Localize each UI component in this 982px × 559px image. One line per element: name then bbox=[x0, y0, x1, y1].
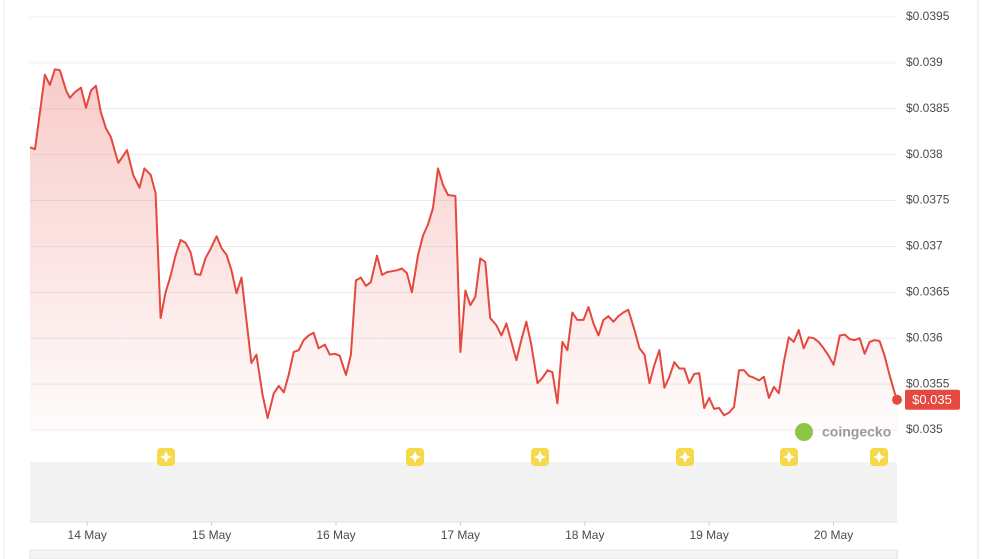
event-icon[interactable] bbox=[676, 448, 694, 466]
y-tick-label: $0.038 bbox=[906, 147, 943, 161]
x-tick-label: 14 May bbox=[68, 528, 107, 542]
x-tick-label: 17 May bbox=[441, 528, 480, 542]
volume-backdrop bbox=[30, 462, 897, 522]
event-icon[interactable] bbox=[780, 448, 798, 466]
navigator bbox=[29, 549, 898, 559]
y-tick-label: $0.039 bbox=[906, 55, 943, 69]
y-tick-label: $0.036 bbox=[906, 330, 943, 344]
x-tick-label: 18 May bbox=[565, 528, 604, 542]
event-icon[interactable] bbox=[157, 448, 175, 466]
price-line bbox=[29, 68, 898, 420]
price-area bbox=[30, 69, 897, 431]
event-icon[interactable] bbox=[870, 448, 888, 466]
y-tick-label: $0.0395 bbox=[906, 9, 950, 23]
x-tick-label: 20 May bbox=[814, 528, 853, 542]
y-tick-label: $0.037 bbox=[906, 239, 943, 253]
y-tick-label: $0.035 bbox=[906, 422, 943, 436]
price-badge-label: $0.035 bbox=[912, 392, 952, 407]
y-tick-label: $0.0365 bbox=[906, 285, 950, 299]
y-tick-label: $0.0375 bbox=[906, 193, 950, 207]
x-tick-label: 19 May bbox=[689, 528, 728, 542]
last-point bbox=[892, 394, 902, 405]
event-icons bbox=[157, 448, 888, 466]
x-tick-label: 16 May bbox=[316, 528, 355, 542]
y-tick-label: $0.0355 bbox=[906, 376, 950, 390]
price-badge bbox=[905, 389, 960, 410]
x-tick-label: 15 May bbox=[192, 528, 231, 542]
y-tick-label: $0.0385 bbox=[906, 101, 950, 115]
event-icon[interactable] bbox=[406, 448, 424, 466]
event-icon[interactable] bbox=[531, 448, 549, 466]
